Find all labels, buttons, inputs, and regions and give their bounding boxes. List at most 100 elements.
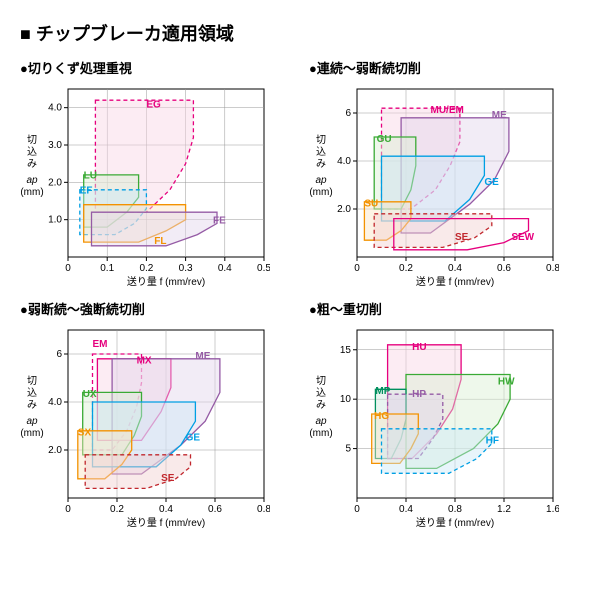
ytick-label: 4.0 — [48, 397, 62, 408]
yaxis-label-part: 込 — [316, 387, 326, 399]
page-title: ■ チップブレーカ適用領域 — [20, 20, 580, 46]
xtick-label: 0.3 — [179, 263, 193, 274]
yaxis-label-unit: (mm) — [309, 187, 332, 198]
region-label-HW: HW — [498, 376, 515, 387]
xtick-label: 0.8 — [546, 263, 559, 274]
chart-box-2: EM MX ME UX GE SX SE 0 0.2 0.4 0.6 0.8 2.0 4.0 6 送り量 f … — [20, 322, 270, 532]
xaxis-label: 送り量 f (mm/rev) — [416, 275, 494, 288]
yaxis-label-part: み — [27, 159, 37, 170]
yaxis-label-part: 込 — [27, 146, 37, 158]
region-label-SU: SU — [364, 199, 378, 210]
region-label-SEW: SEW — [511, 232, 534, 243]
ytick-label: 6 — [345, 108, 351, 119]
region-label-HG: HG — [374, 411, 389, 422]
region-label-UX: UX — [83, 389, 97, 400]
ytick-label: 5 — [345, 444, 351, 455]
xaxis-label: 送り量 f (mm/rev) — [416, 516, 494, 529]
ytick-label: 6 — [56, 349, 62, 360]
xtick-label: 0.5 — [257, 263, 270, 274]
chart-svg-2: EM MX ME UX GE SX SE 0 0.2 0.4 0.6 0.8 2.0 4.0 6 送り量 f … — [20, 322, 270, 532]
region-label-EM: EM — [93, 339, 108, 350]
region-label-MU/EM: MU/EM — [431, 105, 464, 116]
yaxis-label-ap: ap — [315, 175, 327, 186]
xaxis-label: 送り量 f (mm/rev) — [127, 275, 205, 288]
chart-panel-1: ●連続～弱断続切削MU/EMMEGUGESUSESEW00.20.40.60.8… — [309, 58, 580, 291]
xaxis-label: 送り量 f (mm/rev) — [127, 516, 205, 529]
region-label-EG: EG — [146, 100, 161, 111]
xtick-label: 0.4 — [159, 504, 173, 515]
yaxis-label-part: 切 — [27, 375, 37, 387]
region-label-LU: LU — [84, 171, 97, 182]
yaxis-label-ap: ap — [26, 416, 38, 427]
yaxis-label-unit: (mm) — [309, 428, 332, 439]
chart-subtitle-3: ●粗～重切削 — [309, 299, 580, 318]
xtick-label: 0.1 — [100, 263, 114, 274]
yaxis-label-part: み — [27, 400, 37, 411]
chart-panel-0: ●切りくず処理重視 EG LU EF FL FE 0 0.1 0.2 0.3 0.4 0.5 1.0 2.… — [20, 58, 291, 291]
chart-panel-2: ●弱断続～強断続切削 EM MX ME UX GE SX SE 0 0.2 0.4 0.6 0.8 2.0… — [20, 299, 291, 532]
xtick-label: 1.6 — [546, 504, 559, 515]
yaxis-label-part: み — [316, 159, 326, 170]
xtick-label: 0 — [354, 504, 360, 515]
yaxis-label-ap: ap — [26, 175, 38, 186]
ytick-label: 3.0 — [48, 140, 62, 151]
region-label-HF: HF — [486, 436, 499, 447]
ytick-label: 15 — [340, 345, 352, 356]
chart-panel-3: ●粗～重切削 HU HW MP HP HG HF 0 0.4 0.8 1.2 1.6 5 10 15 送り量 … — [309, 299, 580, 532]
xtick-label: 0.4 — [218, 263, 232, 274]
ytick-label: 2.0 — [337, 204, 351, 215]
yaxis-label-ap: ap — [315, 416, 327, 427]
region-label-HU: HU — [412, 342, 426, 353]
region-label-GU: GU — [377, 134, 392, 145]
yaxis-label-unit: (mm) — [20, 428, 43, 439]
region-label-HP: HP — [412, 389, 426, 400]
region-label-MX: MX — [137, 356, 152, 367]
ytick-label: 2.0 — [48, 445, 62, 456]
chart-box-1: MU/EMMEGUGESUSESEW00.20.40.60.82.04.06送り… — [309, 81, 559, 291]
chart-svg-0: EG LU EF FL FE 0 0.1 0.2 0.3 0.4 0.5 1.0 2.0 3.0 4.0 送り… — [20, 81, 270, 291]
xtick-label: 0.6 — [497, 263, 511, 274]
region-label-SX: SX — [78, 428, 92, 439]
xtick-label: 0 — [354, 263, 360, 274]
region-label-MP: MP — [375, 386, 390, 397]
yaxis-label-part: 切 — [27, 134, 37, 146]
chart-box-3: HU HW MP HP HG HF 0 0.4 0.8 1.2 1.6 5 10 15 送り量 f (mm/… — [309, 322, 559, 532]
region-label-GE: GE — [484, 177, 499, 188]
yaxis-label-unit: (mm) — [20, 187, 43, 198]
xtick-label: 0.8 — [257, 504, 270, 515]
yaxis-label-part: 込 — [316, 146, 326, 158]
xtick-label: 0.2 — [139, 263, 153, 274]
chart-subtitle-1: ●連続～弱断続切削 — [309, 58, 580, 77]
chart-subtitle-2: ●弱断続～強断続切削 — [20, 299, 291, 318]
ytick-label: 10 — [340, 394, 352, 405]
xtick-label: 0.8 — [448, 504, 462, 515]
region-label-EF: EF — [80, 186, 93, 197]
xtick-label: 0.2 — [110, 504, 124, 515]
xtick-label: 0 — [65, 504, 71, 515]
chart-subtitle-0: ●切りくず処理重視 — [20, 58, 291, 77]
yaxis-label-part: 切 — [316, 375, 326, 387]
yaxis-label-part: 込 — [27, 387, 37, 399]
region-label-ME: ME — [195, 351, 210, 362]
yaxis-label-part: 切 — [316, 134, 326, 146]
ytick-label: 1.0 — [48, 215, 62, 226]
ytick-label: 4.0 — [48, 103, 62, 114]
charts-grid: ●切りくず処理重視 EG LU EF FL FE 0 0.1 0.2 0.3 0.4 0.5 1.0 2.… — [20, 58, 580, 532]
chart-svg-1: MU/EMMEGUGESUSESEW00.20.40.60.82.04.06送り… — [309, 81, 559, 291]
xtick-label: 1.2 — [497, 504, 511, 515]
region-label-FE: FE — [213, 215, 226, 226]
yaxis-label-part: み — [316, 400, 326, 411]
chart-svg-3: HU HW MP HP HG HF 0 0.4 0.8 1.2 1.6 5 10 15 送り量 f (mm/… — [309, 322, 559, 532]
region-label-SE: SE — [455, 232, 469, 243]
ytick-label: 4.0 — [337, 156, 351, 167]
chart-box-0: EG LU EF FL FE 0 0.1 0.2 0.3 0.4 0.5 1.0 2.0 3.0 4.0 送り… — [20, 81, 270, 291]
xtick-label: 0.4 — [448, 263, 462, 274]
xtick-label: 0.6 — [208, 504, 222, 515]
xtick-label: 0 — [65, 263, 71, 274]
xtick-label: 0.4 — [399, 504, 413, 515]
region-label-SE: SE — [161, 473, 175, 484]
ytick-label: 2.0 — [48, 177, 62, 188]
region-label-ME: ME — [492, 110, 507, 121]
region-label-GE: GE — [186, 432, 201, 443]
region-label-FL: FL — [154, 236, 166, 247]
